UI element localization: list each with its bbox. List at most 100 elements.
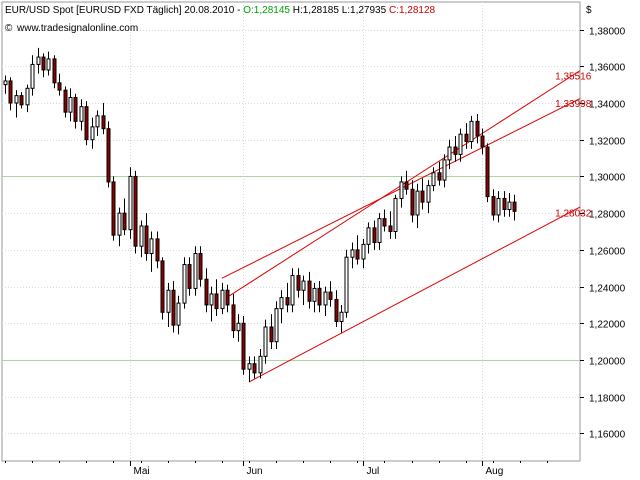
candle-down [410,188,415,216]
candle-up [312,287,317,302]
candle-up [30,63,35,89]
candle-down [480,135,485,148]
x-tick-label: Mai [134,466,150,477]
level-label: 1,35516 [555,71,592,82]
candle-down [111,181,116,236]
candle-down [475,120,480,137]
candle-up [68,96,73,113]
open-value: O:1,28145 [243,5,290,16]
candle-up [442,159,447,181]
candle-up [149,238,154,255]
candle-up [496,197,501,216]
candle-down [8,80,13,104]
candle-down [133,175,138,247]
level-label: 1,33998 [555,99,592,110]
candle-up [193,253,198,289]
candle-up [507,201,512,210]
candles [3,47,517,383]
candle-up [290,275,295,306]
instrument-label: EUR/USD Spot [EURUSD FXD Täglich] 20.08.… [5,5,243,16]
candle-up [274,308,279,343]
candle-down [241,322,246,370]
candle-up [128,175,133,231]
candle-down [204,278,209,306]
lower-channel-line [248,206,581,383]
website-label: www.tradesignalonline.com [16,23,138,34]
y-tick-label: 1,28000 [589,210,626,221]
candle-up [339,311,344,322]
candle-down [122,212,127,231]
level-label: 1,28032 [555,209,592,220]
candle-down [73,96,78,122]
candle-down [382,218,387,227]
y-tick-label: 1,18000 [589,394,626,405]
candle-up [469,120,474,143]
plot-frame [1,1,581,462]
candle-up [95,115,100,128]
candle-up [399,181,404,199]
upper-channel-line [226,70,581,298]
y-tick-label: 1,20000 [589,357,626,368]
candle-up [46,58,51,71]
candle-down [420,190,425,203]
candle-up [393,197,398,232]
level-labels: 1,35516 1,33998 1,28032 [555,71,592,219]
candle-down [437,172,442,181]
high-value: H:1,28185 [293,5,340,16]
candle-down [285,297,290,306]
y-tick-label: 1,22000 [589,320,626,331]
candle-up [350,249,355,258]
candle-up [90,126,95,141]
candle-down [52,58,57,84]
y-tick-label: 1,26000 [589,247,626,258]
currency-label: $ [586,5,592,16]
candle-up [166,289,171,313]
candle-up [176,302,181,326]
candle-down [57,82,62,91]
candle-down [225,289,230,306]
candle-up [79,106,84,122]
candle-down [355,249,360,260]
candle-up [344,256,349,313]
x-tick-label: Jul [367,466,380,477]
candle-down [19,95,24,106]
candle-down [101,115,106,130]
candle-down [171,289,176,326]
candle-up [236,322,241,332]
candle-down [328,291,333,300]
candle-up [366,227,371,245]
candle-down [491,196,496,216]
candle-down [198,253,203,280]
candle-down [84,106,89,141]
candle-up [431,172,436,187]
x-axis: Mai Jun Jul Aug [5,461,548,477]
candle-down [388,225,393,233]
candle-down [269,326,274,343]
candle-up [220,289,225,310]
candle-up [14,95,19,104]
candle-down [512,201,517,212]
candle-down [334,298,339,322]
candle-up [458,133,463,155]
candle-down [63,89,68,113]
x-tick-label: Jun [247,466,263,477]
candle-up [36,56,41,65]
y-tick-label: 1,16000 [589,430,626,441]
candle-up [117,212,122,236]
candle-up [182,264,187,304]
y-tick-label: 1,32000 [589,137,626,148]
candle-down [307,280,312,302]
candle-up [279,297,284,310]
candle-down [106,128,111,183]
candle-up [301,280,306,291]
y-tick-label: 1,34000 [589,100,626,111]
x-tick-label: Aug [486,466,504,477]
candle-down [41,56,46,71]
candle-up [258,355,263,374]
y-tick-label: 1,36000 [589,63,626,74]
y-tick-label: 1,24000 [589,284,626,295]
candle-up [415,190,420,216]
y-tick-label: 1,30000 [589,173,626,184]
